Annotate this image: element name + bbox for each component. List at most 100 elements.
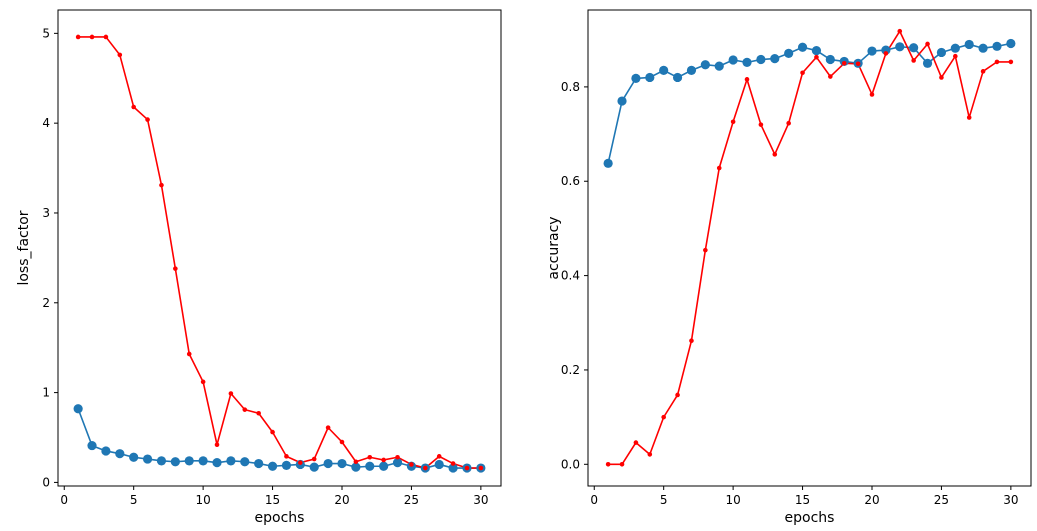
data-point	[953, 53, 958, 59]
data-point	[254, 458, 264, 469]
x-tick-label: 10	[195, 493, 210, 507]
data-point	[101, 446, 111, 456]
data-point	[145, 117, 150, 122]
data-point	[284, 454, 289, 459]
axes-frame	[587, 9, 1032, 487]
data-point	[966, 115, 972, 120]
data-point	[825, 54, 835, 65]
y-tick-label: 0.0	[561, 457, 580, 471]
data-point	[633, 440, 639, 445]
data-point	[450, 461, 456, 466]
data-point	[323, 458, 333, 469]
data-point	[716, 165, 722, 171]
data-point	[392, 458, 403, 468]
y-tick-label: 0.2	[561, 363, 580, 377]
data-point	[448, 463, 458, 473]
x-tick-label: 20	[334, 493, 349, 507]
data-point	[87, 440, 97, 451]
data-point	[367, 454, 373, 460]
data-point	[173, 266, 178, 271]
data-point	[714, 61, 724, 71]
data-point	[212, 458, 222, 468]
data-point	[728, 55, 738, 65]
data-point	[772, 152, 778, 157]
data-point	[73, 404, 83, 414]
y-tick-label: 1	[42, 386, 50, 400]
data-point	[242, 407, 248, 412]
data-point	[867, 46, 877, 56]
data-point	[744, 77, 750, 82]
data-point	[909, 43, 919, 53]
data-point	[881, 45, 891, 55]
data-point	[672, 72, 683, 83]
data-point	[186, 351, 192, 357]
data-point	[925, 41, 930, 47]
data-point	[814, 54, 819, 60]
data-point	[686, 65, 697, 75]
data-point	[883, 51, 889, 56]
data-point	[964, 39, 974, 50]
data-point	[661, 414, 666, 420]
data-point	[214, 442, 220, 447]
y-axis-label: loss_factor	[16, 210, 32, 285]
data-point	[770, 53, 780, 64]
x-tick-label: 0	[60, 493, 68, 507]
data-point	[645, 72, 655, 83]
y-tick-label: 2	[42, 296, 50, 310]
data-point	[841, 61, 847, 66]
data-point	[617, 96, 627, 106]
y-axis-label: accuracy	[546, 216, 562, 279]
data-point	[381, 457, 386, 463]
data-point	[950, 43, 960, 53]
data-point	[992, 41, 1002, 51]
data-point	[784, 48, 794, 59]
series-line-1	[77, 408, 481, 469]
data-point	[325, 425, 331, 430]
data-point	[631, 73, 641, 83]
data-point	[226, 456, 236, 466]
data-point	[309, 462, 319, 472]
data-point	[730, 119, 736, 125]
data-point	[828, 74, 833, 79]
data-point	[434, 459, 444, 470]
x-tick-label: 20	[864, 493, 879, 507]
data-point	[156, 456, 167, 466]
data-point	[675, 392, 680, 398]
series-line-1	[607, 42, 1012, 164]
data-point	[758, 122, 764, 127]
data-point	[281, 460, 292, 470]
x-axis-label: epochs	[785, 510, 835, 526]
data-point	[256, 410, 261, 416]
data-point	[1008, 59, 1014, 65]
data-point	[198, 456, 208, 466]
data-point	[939, 75, 944, 80]
x-axis-label: epochs	[255, 510, 305, 526]
y-tick-label: 3	[42, 206, 50, 220]
series-line-2	[608, 30, 1011, 466]
data-point	[75, 34, 81, 40]
data-point	[351, 462, 361, 472]
y-tick-label: 5	[42, 26, 50, 40]
data-point	[337, 458, 347, 469]
data-point	[117, 52, 123, 58]
data-point	[129, 452, 139, 462]
axes-frame	[57, 9, 502, 487]
data-point	[619, 462, 625, 467]
data-point	[423, 465, 428, 471]
data-point	[464, 465, 470, 471]
data-point	[240, 457, 250, 467]
data-point	[184, 456, 194, 466]
x-tick-label: 25	[934, 493, 949, 507]
data-point	[869, 92, 875, 97]
data-point	[700, 60, 710, 70]
data-point	[200, 379, 206, 385]
data-point	[103, 34, 109, 40]
chart-panel-1: 0 5 10 15 20 25 30 0 1 2 3 4 5 epochs loss_factor	[16, 9, 502, 526]
data-point	[365, 461, 375, 471]
x-tick-label: 0	[590, 493, 598, 507]
x-tick-label: 15	[265, 493, 280, 507]
y-tick-label: 4	[42, 116, 50, 130]
data-point	[409, 462, 414, 467]
data-point	[797, 42, 808, 52]
